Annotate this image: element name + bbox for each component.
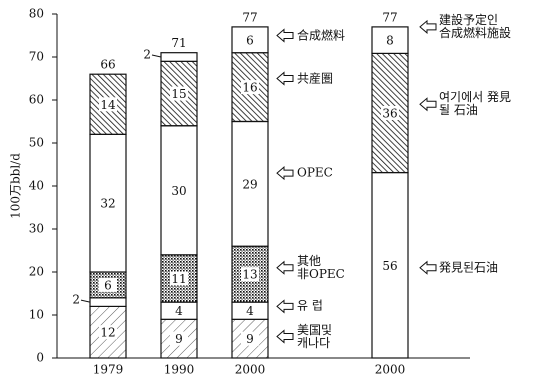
- bar-segment: [160, 52, 198, 62]
- value-label: 12: [100, 326, 115, 340]
- x-tick-label: 1979: [93, 363, 124, 377]
- arrow-icon: [276, 299, 294, 314]
- value-label: 8: [386, 34, 394, 48]
- arrow-icon: [276, 28, 294, 43]
- label-bg: [381, 33, 399, 48]
- label-bg: [170, 303, 188, 318]
- value-label: 11: [171, 272, 186, 286]
- arrow-icon: [276, 329, 294, 344]
- label-bg: [99, 97, 117, 112]
- label-bg: [99, 325, 117, 340]
- value-label: 4: [246, 304, 254, 318]
- label-bg: [381, 258, 399, 273]
- value-label: 6: [246, 33, 254, 47]
- arrow-icon: [419, 19, 437, 34]
- label-bg: [99, 196, 117, 211]
- arrow-icon: [276, 260, 294, 275]
- label-bg: [170, 331, 188, 346]
- leader-line: [151, 54, 162, 58]
- value-label: 13: [242, 268, 257, 282]
- value-label: 30: [171, 184, 186, 198]
- y-axis-label: 100万bbl/d: [9, 153, 23, 219]
- y-tick-label: 80: [29, 7, 44, 21]
- x-tick-label: 1990: [164, 363, 195, 377]
- y-tick-label: 20: [29, 265, 44, 279]
- arrow-icon: [276, 71, 294, 86]
- value-label: 15: [171, 87, 186, 101]
- legend-label: 発見된石油: [439, 260, 499, 275]
- y-tick-label: 70: [29, 50, 44, 64]
- value-label: 2: [72, 293, 80, 307]
- label-bg: [241, 303, 259, 318]
- bar-segment: [231, 245, 269, 303]
- label-bg: [170, 183, 188, 198]
- value-label: 56: [382, 259, 397, 273]
- label-bg: [241, 176, 259, 191]
- value-label: 4: [175, 304, 183, 318]
- y-tick-label: 40: [29, 179, 44, 193]
- legend-label: 共産圏: [297, 71, 334, 85]
- label-bg: [241, 32, 259, 47]
- total-label: 77: [242, 10, 257, 24]
- legend-label: 여기에서 発見 될 石油: [439, 90, 511, 118]
- x-tick-label: 2000: [235, 363, 266, 377]
- label-bg: [99, 277, 117, 292]
- y-tick-label: 60: [29, 93, 44, 107]
- legend-label: 建設予定인 合成燃料施設: [439, 12, 512, 40]
- legend-label: 其他 非OPEC: [297, 253, 345, 281]
- label-bg: [241, 331, 259, 346]
- label-bg: [241, 80, 259, 95]
- y-tick-label: 30: [29, 222, 44, 236]
- legend-label: 유 럽: [297, 298, 323, 313]
- value-label: 14: [100, 98, 116, 112]
- legend-label: 美国및 캐나다: [297, 322, 333, 350]
- y-tick-label: 10: [29, 308, 44, 322]
- total-label: 66: [100, 58, 115, 72]
- value-label: 9: [175, 332, 183, 346]
- value-label: 2: [143, 48, 151, 62]
- value-label: 29: [242, 177, 257, 191]
- arrow-icon: [276, 166, 294, 181]
- label-bg: [170, 86, 188, 101]
- x-tick-label: 2000: [375, 363, 406, 377]
- label-bg: [241, 267, 259, 282]
- value-label: 16: [242, 81, 257, 95]
- label-bg: [170, 271, 188, 286]
- value-label: 6: [104, 278, 112, 292]
- y-tick-label: 0: [36, 351, 44, 365]
- leader-line: [80, 299, 91, 303]
- label-bg: [381, 105, 399, 120]
- value-label: 36: [382, 106, 397, 120]
- bar-segment: [89, 297, 127, 307]
- bar-segment: [89, 271, 127, 299]
- bar-segment: [231, 26, 269, 54]
- arrow-icon: [419, 260, 437, 275]
- total-label: 77: [382, 10, 397, 24]
- value-label: 9: [246, 332, 254, 346]
- legend-label: OPEC: [297, 165, 333, 180]
- arrow-icon: [419, 97, 437, 112]
- total-label: 71: [171, 36, 186, 50]
- value-label: 32: [100, 197, 115, 211]
- legend-label: 合成燃料: [297, 28, 346, 42]
- y-tick-label: 50: [29, 136, 44, 150]
